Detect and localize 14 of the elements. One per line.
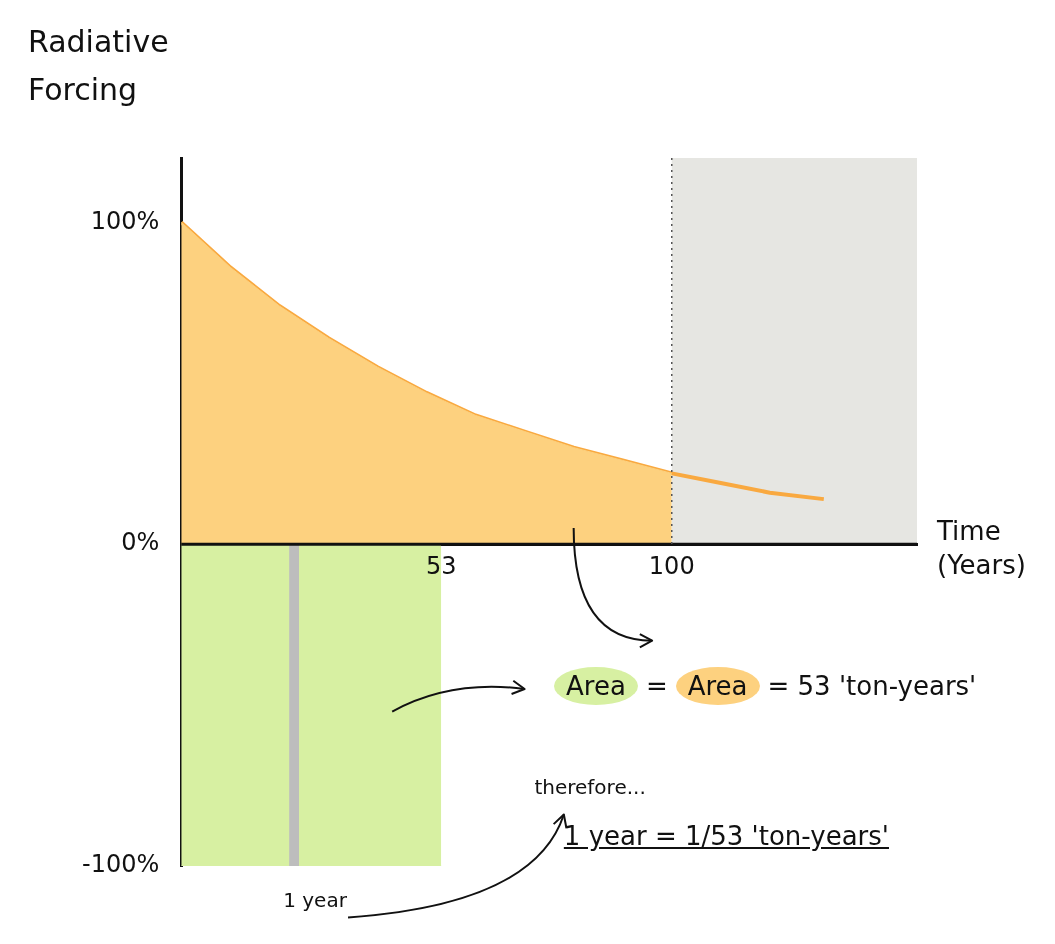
annotation: Area	[687, 671, 748, 701]
y-tick-label: 100%	[90, 206, 160, 235]
y-axis-title: Radiative Forcing	[28, 24, 169, 107]
annotation: Area	[566, 671, 626, 701]
y-tick-label: -100%	[81, 850, 160, 879]
band-label: 1 year	[283, 888, 347, 912]
y-tick-label: 0%	[121, 528, 160, 557]
annotation: = 53 'ton-years'	[767, 671, 977, 701]
annotation: 1 year = 1/53 'ton-years'	[563, 821, 889, 852]
x-axis-title: Time (Years)	[937, 516, 1026, 581]
annotation: therefore...	[534, 774, 646, 799]
annotation: =	[645, 671, 668, 701]
x-tick-label: 53	[425, 552, 457, 581]
x-tick-label: 100	[648, 552, 695, 581]
